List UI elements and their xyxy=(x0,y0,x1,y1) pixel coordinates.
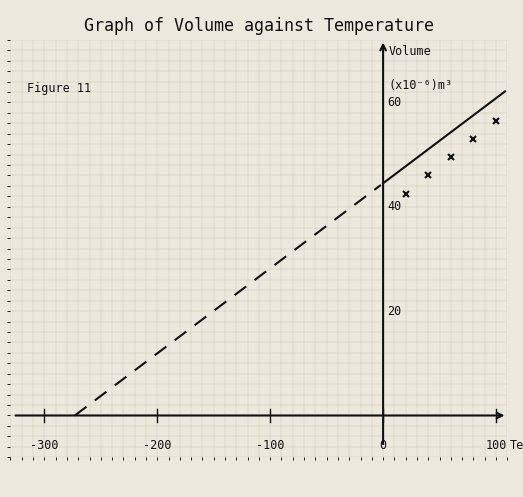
Text: Temp(°C): Temp(°C) xyxy=(509,439,523,452)
Text: 100: 100 xyxy=(485,439,507,452)
Text: -200: -200 xyxy=(143,439,172,452)
Text: 40: 40 xyxy=(388,200,402,213)
Text: -300: -300 xyxy=(30,439,59,452)
Text: -100: -100 xyxy=(256,439,285,452)
Text: Figure 11: Figure 11 xyxy=(27,82,92,95)
Title: Graph of Volume against Temperature: Graph of Volume against Temperature xyxy=(84,17,434,35)
Text: (x10⁻⁶)m³: (x10⁻⁶)m³ xyxy=(389,79,453,92)
Text: Volume: Volume xyxy=(389,45,431,58)
Text: 20: 20 xyxy=(388,305,402,318)
Text: 0: 0 xyxy=(380,439,386,452)
Text: 60: 60 xyxy=(388,96,402,109)
